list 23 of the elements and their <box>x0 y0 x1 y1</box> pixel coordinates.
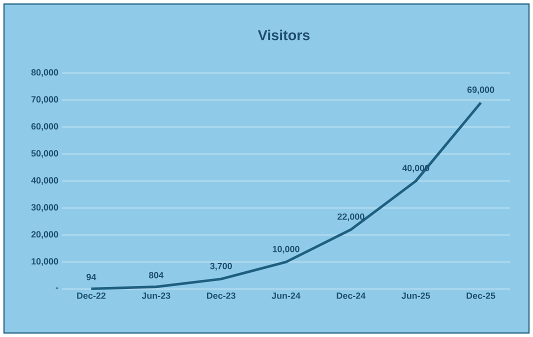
x-tick-label: Dec-22 <box>77 292 106 299</box>
x-tick-label: Dec-25 <box>466 292 496 299</box>
x-tick-label: Dec-23 <box>206 292 236 299</box>
data-label: 804 <box>148 272 164 278</box>
y-tick-label: 30,000 <box>31 204 58 212</box>
y-tick-label: 10,000 <box>32 258 58 266</box>
y-tick-label: 80,000 <box>31 69 58 77</box>
data-label: 3,700 <box>210 262 232 271</box>
data-label: 69,000 <box>467 86 494 94</box>
data-label: 22,000 <box>338 213 364 222</box>
y-tick-label: 20,000 <box>31 231 58 239</box>
data-label: 10,000 <box>272 246 300 254</box>
x-tick-label: Dec-24 <box>336 292 366 299</box>
y-tick-label: 40,000 <box>31 177 58 185</box>
y-tick-label: 60,000 <box>31 123 58 131</box>
x-tick-label: Jun-23 <box>142 292 170 299</box>
data-label: 94 <box>86 274 96 280</box>
x-tick-label: Jun-24 <box>272 292 300 299</box>
y-tick-label: 50,000 <box>31 150 58 158</box>
chart-title: Visitors <box>258 30 310 40</box>
x-tick-label: Jun-25 <box>402 292 430 299</box>
y-tick-label: - <box>56 288 58 289</box>
y-tick-label: 70,000 <box>31 96 58 104</box>
